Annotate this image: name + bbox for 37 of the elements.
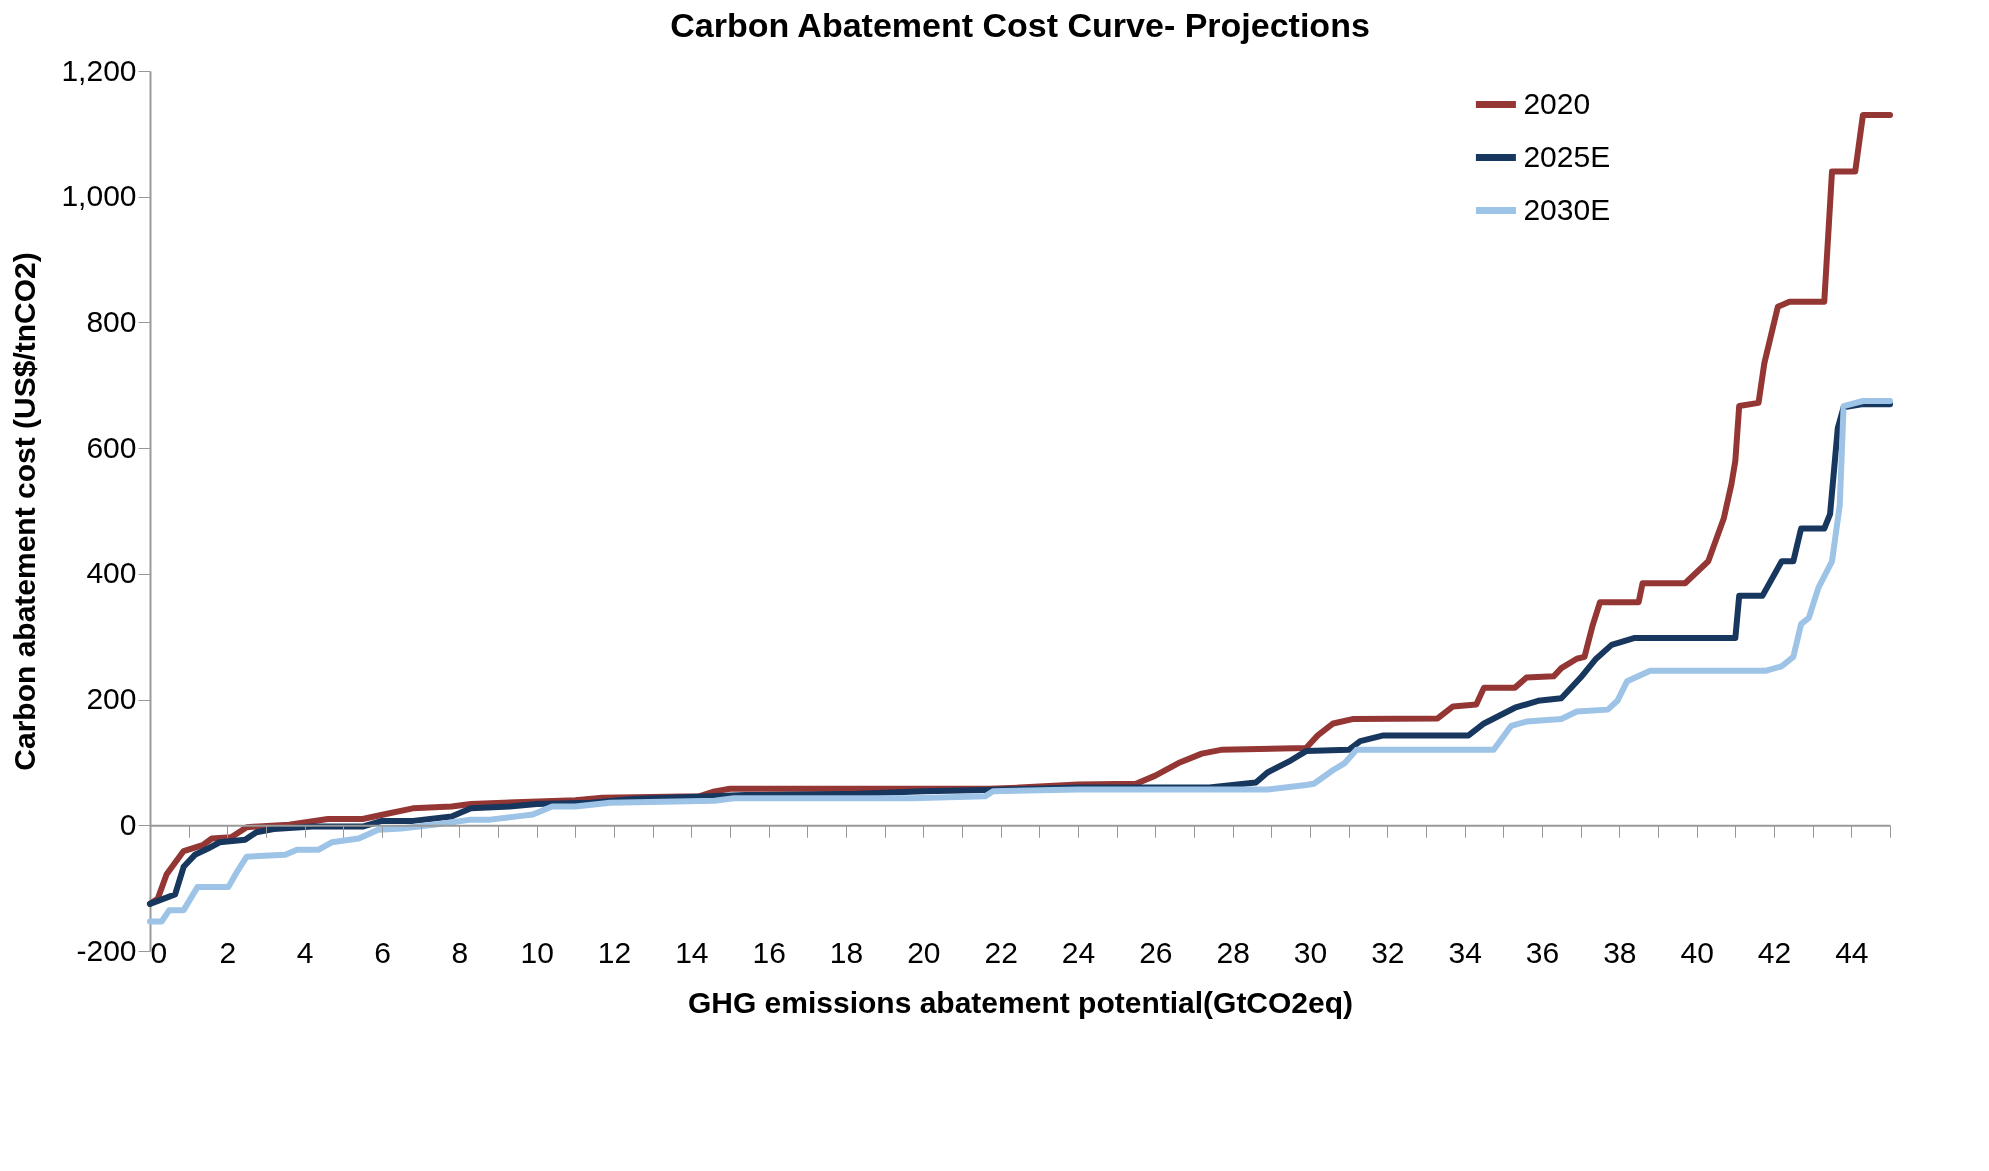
y-tick-label: 600	[86, 430, 137, 464]
y-tick-label: 0	[119, 807, 137, 841]
x-tick-label: 26	[1139, 936, 1173, 970]
y-tick-label: 800	[86, 304, 137, 338]
x-tick-label: 24	[1061, 936, 1096, 970]
x-tick-label: 18	[829, 936, 864, 970]
y-tick-label: 1,200	[61, 53, 137, 87]
y-tick-label: 400	[86, 556, 137, 590]
x-tick-label: 34	[1448, 936, 1482, 970]
x-tick-label: 16	[752, 936, 786, 970]
x-tick-label: 40	[1680, 936, 1714, 970]
y-tick-label: 200	[86, 682, 137, 716]
x-tick-label: 12	[597, 936, 632, 970]
x-tick-label: 32	[1371, 936, 1405, 970]
x-tick-label: 0	[150, 936, 168, 970]
x-tick-label: 6	[374, 936, 391, 970]
x-tick-label: 4	[296, 936, 314, 970]
x-tick-label: 2	[219, 936, 237, 970]
x-tick-label: 28	[1216, 936, 1250, 970]
legend-label: 2030E	[1523, 192, 1611, 226]
chart-title: Carbon Abatement Cost Curve- Projections	[670, 6, 1370, 44]
x-tick-label: 14	[675, 936, 709, 970]
x-tick-label: 42	[1757, 936, 1792, 970]
x-tick-label: 20	[907, 936, 941, 970]
x-tick-label: 30	[1293, 936, 1328, 970]
x-axis-title: GHG emissions abatement potential(GtCO2eq)	[687, 986, 1354, 1020]
legend-label: 2025E	[1523, 139, 1611, 173]
y-tick-label: 1,000	[61, 179, 137, 213]
y-axis-title: Carbon abatement cost (US$/tnCO2)	[8, 252, 42, 771]
x-tick-label: 36	[1525, 936, 1560, 970]
x-tick-label: 10	[520, 936, 554, 970]
y-tick-label: -200	[76, 933, 137, 967]
x-tick-label: 22	[984, 936, 1018, 970]
x-tick-label: 44	[1835, 936, 1869, 970]
x-tick-label: 38	[1603, 936, 1637, 970]
x-tick-label: 8	[451, 936, 469, 970]
legend-label: 2020	[1523, 86, 1591, 120]
